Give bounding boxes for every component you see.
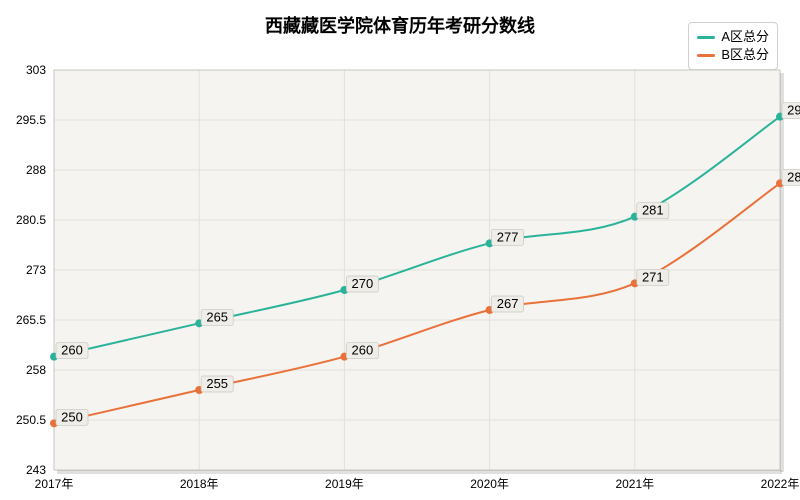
legend: A区总分B区总分	[688, 22, 778, 70]
chart-title: 西藏藏医学院体育历年考研分数线	[0, 12, 800, 38]
point-label: 267	[497, 296, 519, 311]
y-tick-label: 258	[26, 363, 46, 377]
x-tick-label: 2017年	[35, 477, 74, 491]
x-tick-label: 2022年	[761, 477, 800, 491]
point-label: 296	[787, 103, 800, 118]
point-label: 250	[61, 409, 83, 424]
point-label: 281	[642, 203, 664, 218]
x-tick-label: 2020年	[470, 477, 509, 491]
y-tick-label: 303	[26, 63, 46, 77]
legend-label: B区总分	[721, 46, 769, 64]
y-tick-label: 243	[26, 463, 46, 477]
x-tick-label: 2019年	[325, 477, 364, 491]
y-tick-label: 265.5	[16, 313, 46, 327]
point-label: 255	[206, 376, 228, 391]
point-label: 277	[497, 229, 519, 244]
legend-swatch	[697, 54, 715, 57]
point-label: 270	[352, 276, 374, 291]
y-tick-label: 288	[26, 163, 46, 177]
y-tick-label: 295.5	[16, 113, 46, 127]
point-label: 271	[642, 269, 664, 284]
chart-svg: 243 250.5 258 265.5 273 280.5 288 295.5 303 2017年…	[0, 0, 800, 500]
chart-container: 西藏藏医学院体育历年考研分数线 A区总分B区总分 243 250.5 258 265.…	[0, 0, 800, 500]
point-label: 260	[352, 343, 374, 358]
legend-item: A区总分	[697, 28, 769, 46]
legend-label: A区总分	[721, 28, 769, 46]
point-label: 265	[206, 309, 228, 324]
y-tick-label: 273	[26, 263, 46, 277]
x-tick-label: 2021年	[615, 477, 654, 491]
legend-swatch	[697, 36, 715, 39]
y-tick-label: 250.5	[16, 413, 46, 427]
legend-item: B区总分	[697, 46, 769, 64]
y-tick-label: 280.5	[16, 213, 46, 227]
x-tick-label: 2018年	[180, 477, 219, 491]
point-label: 260	[61, 343, 83, 358]
point-label: 286	[787, 169, 800, 184]
